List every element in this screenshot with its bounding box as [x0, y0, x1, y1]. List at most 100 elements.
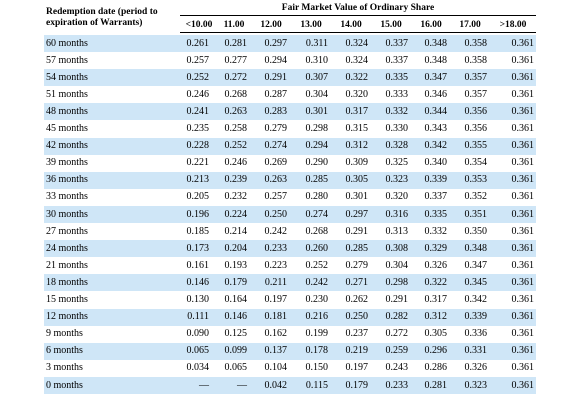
cell: 0.358: [464, 54, 488, 66]
column-header: 15.00: [380, 20, 402, 30]
row-band: [44, 137, 536, 155]
cell: 0.361: [511, 294, 535, 305]
cell: 0.099: [224, 345, 248, 357]
cell: 0.137: [264, 345, 288, 357]
cell: 0.323: [464, 379, 488, 391]
cell: 0.322: [424, 276, 448, 288]
row-label: 30 months: [46, 208, 88, 220]
cell: 0.361: [511, 242, 535, 254]
row-label: 48 months: [46, 105, 88, 117]
cell: 0.287: [264, 88, 288, 100]
cell: 0.308: [385, 242, 409, 254]
row-band: [44, 69, 536, 87]
cell: 0.258: [224, 123, 248, 134]
row-label: 24 months: [46, 242, 88, 254]
row-band: [44, 35, 536, 52]
cell: 0.335: [424, 208, 448, 220]
cell: 0.361: [511, 54, 535, 66]
cell: 0.274: [264, 140, 288, 152]
cell: 0.291: [385, 294, 409, 305]
cell: 0.228: [186, 140, 210, 152]
cell: 0.179: [224, 276, 248, 288]
cell: 0.277: [224, 54, 248, 66]
cell: 0.328: [385, 140, 409, 152]
cell: 0.361: [511, 88, 535, 100]
cell: 0.332: [424, 225, 448, 237]
cell: 0.285: [345, 242, 369, 254]
cell: 0.272: [385, 328, 409, 340]
cell: 0.354: [464, 157, 488, 169]
cell: 0.355: [464, 140, 488, 152]
row-label: 51 months: [46, 88, 88, 100]
cell: 0.350: [464, 225, 488, 237]
cell: 0.361: [511, 259, 535, 271]
cell: 0.065: [224, 362, 248, 374]
cell: 0.312: [345, 140, 369, 152]
cell: 0.361: [511, 276, 535, 288]
cell: 0.197: [264, 294, 288, 305]
cell: —: [199, 379, 209, 391]
cell: 0.324: [345, 37, 369, 49]
cell: 0.313: [385, 225, 409, 237]
cell: 0.357: [464, 88, 488, 100]
cell: 0.185: [186, 225, 210, 237]
row-band: [44, 377, 536, 394]
cell: 0.311: [305, 37, 328, 49]
cell: 0.301: [305, 105, 329, 117]
cell: 0.034: [186, 362, 210, 374]
cell: 0.271: [345, 276, 369, 288]
cell: 0.193: [224, 259, 248, 271]
cell: 0.342: [464, 294, 488, 305]
cell: 0.260: [305, 242, 329, 254]
cell: 0.315: [345, 123, 369, 134]
cell: 0.263: [264, 174, 288, 186]
cell: 0.205: [186, 191, 210, 203]
cell: 0.239: [224, 174, 248, 186]
cell: 0.353: [464, 174, 488, 186]
cell: 0.246: [224, 157, 248, 169]
cell: 0.356: [464, 123, 488, 134]
cell: 0.340: [424, 157, 448, 169]
cell: 0.304: [305, 88, 329, 100]
cell: 0.335: [385, 71, 409, 83]
column-header: 16.00: [420, 20, 442, 30]
cell: 0.320: [385, 191, 409, 203]
cell: 0.361: [511, 71, 535, 83]
cell: 0.291: [345, 225, 369, 237]
cell: 0.042: [264, 379, 288, 391]
column-header: 14.00: [340, 20, 362, 30]
rule: [180, 32, 536, 33]
cell: 0.361: [511, 37, 535, 49]
cell: 0.347: [464, 259, 488, 271]
cell: 0.250: [345, 311, 369, 323]
row-label: 27 months: [46, 225, 88, 237]
cell: 0.358: [464, 37, 488, 49]
cell: —: [237, 379, 247, 391]
cell: 0.130: [186, 294, 210, 305]
cell: 0.164: [224, 294, 248, 305]
cell: 0.337: [385, 54, 409, 66]
cell: 0.361: [511, 140, 535, 152]
cell: 0.361: [511, 345, 535, 357]
cell: 0.322: [345, 71, 369, 83]
row-band: [44, 308, 536, 326]
cell: 0.352: [464, 191, 488, 203]
cell: 0.259: [385, 345, 409, 357]
column-header: <10.00: [185, 20, 213, 30]
row-label: 54 months: [46, 71, 88, 83]
cell: 0.309: [345, 157, 369, 169]
cell: 0.336: [464, 328, 488, 340]
cell: 0.326: [464, 362, 488, 374]
cell: 0.316: [385, 208, 409, 220]
cell: 0.331: [464, 345, 488, 357]
row-band: [44, 240, 536, 258]
cell: 0.361: [511, 379, 535, 391]
cell: 0.361: [511, 123, 535, 134]
cell: 0.282: [385, 311, 409, 323]
cell: 0.361: [511, 208, 535, 220]
cell: 0.361: [511, 225, 535, 237]
cell: 0.233: [264, 242, 288, 254]
cell: 0.361: [511, 174, 535, 186]
row-label-header: Redemption date (period to: [46, 7, 158, 17]
cell: 0.268: [224, 88, 248, 100]
